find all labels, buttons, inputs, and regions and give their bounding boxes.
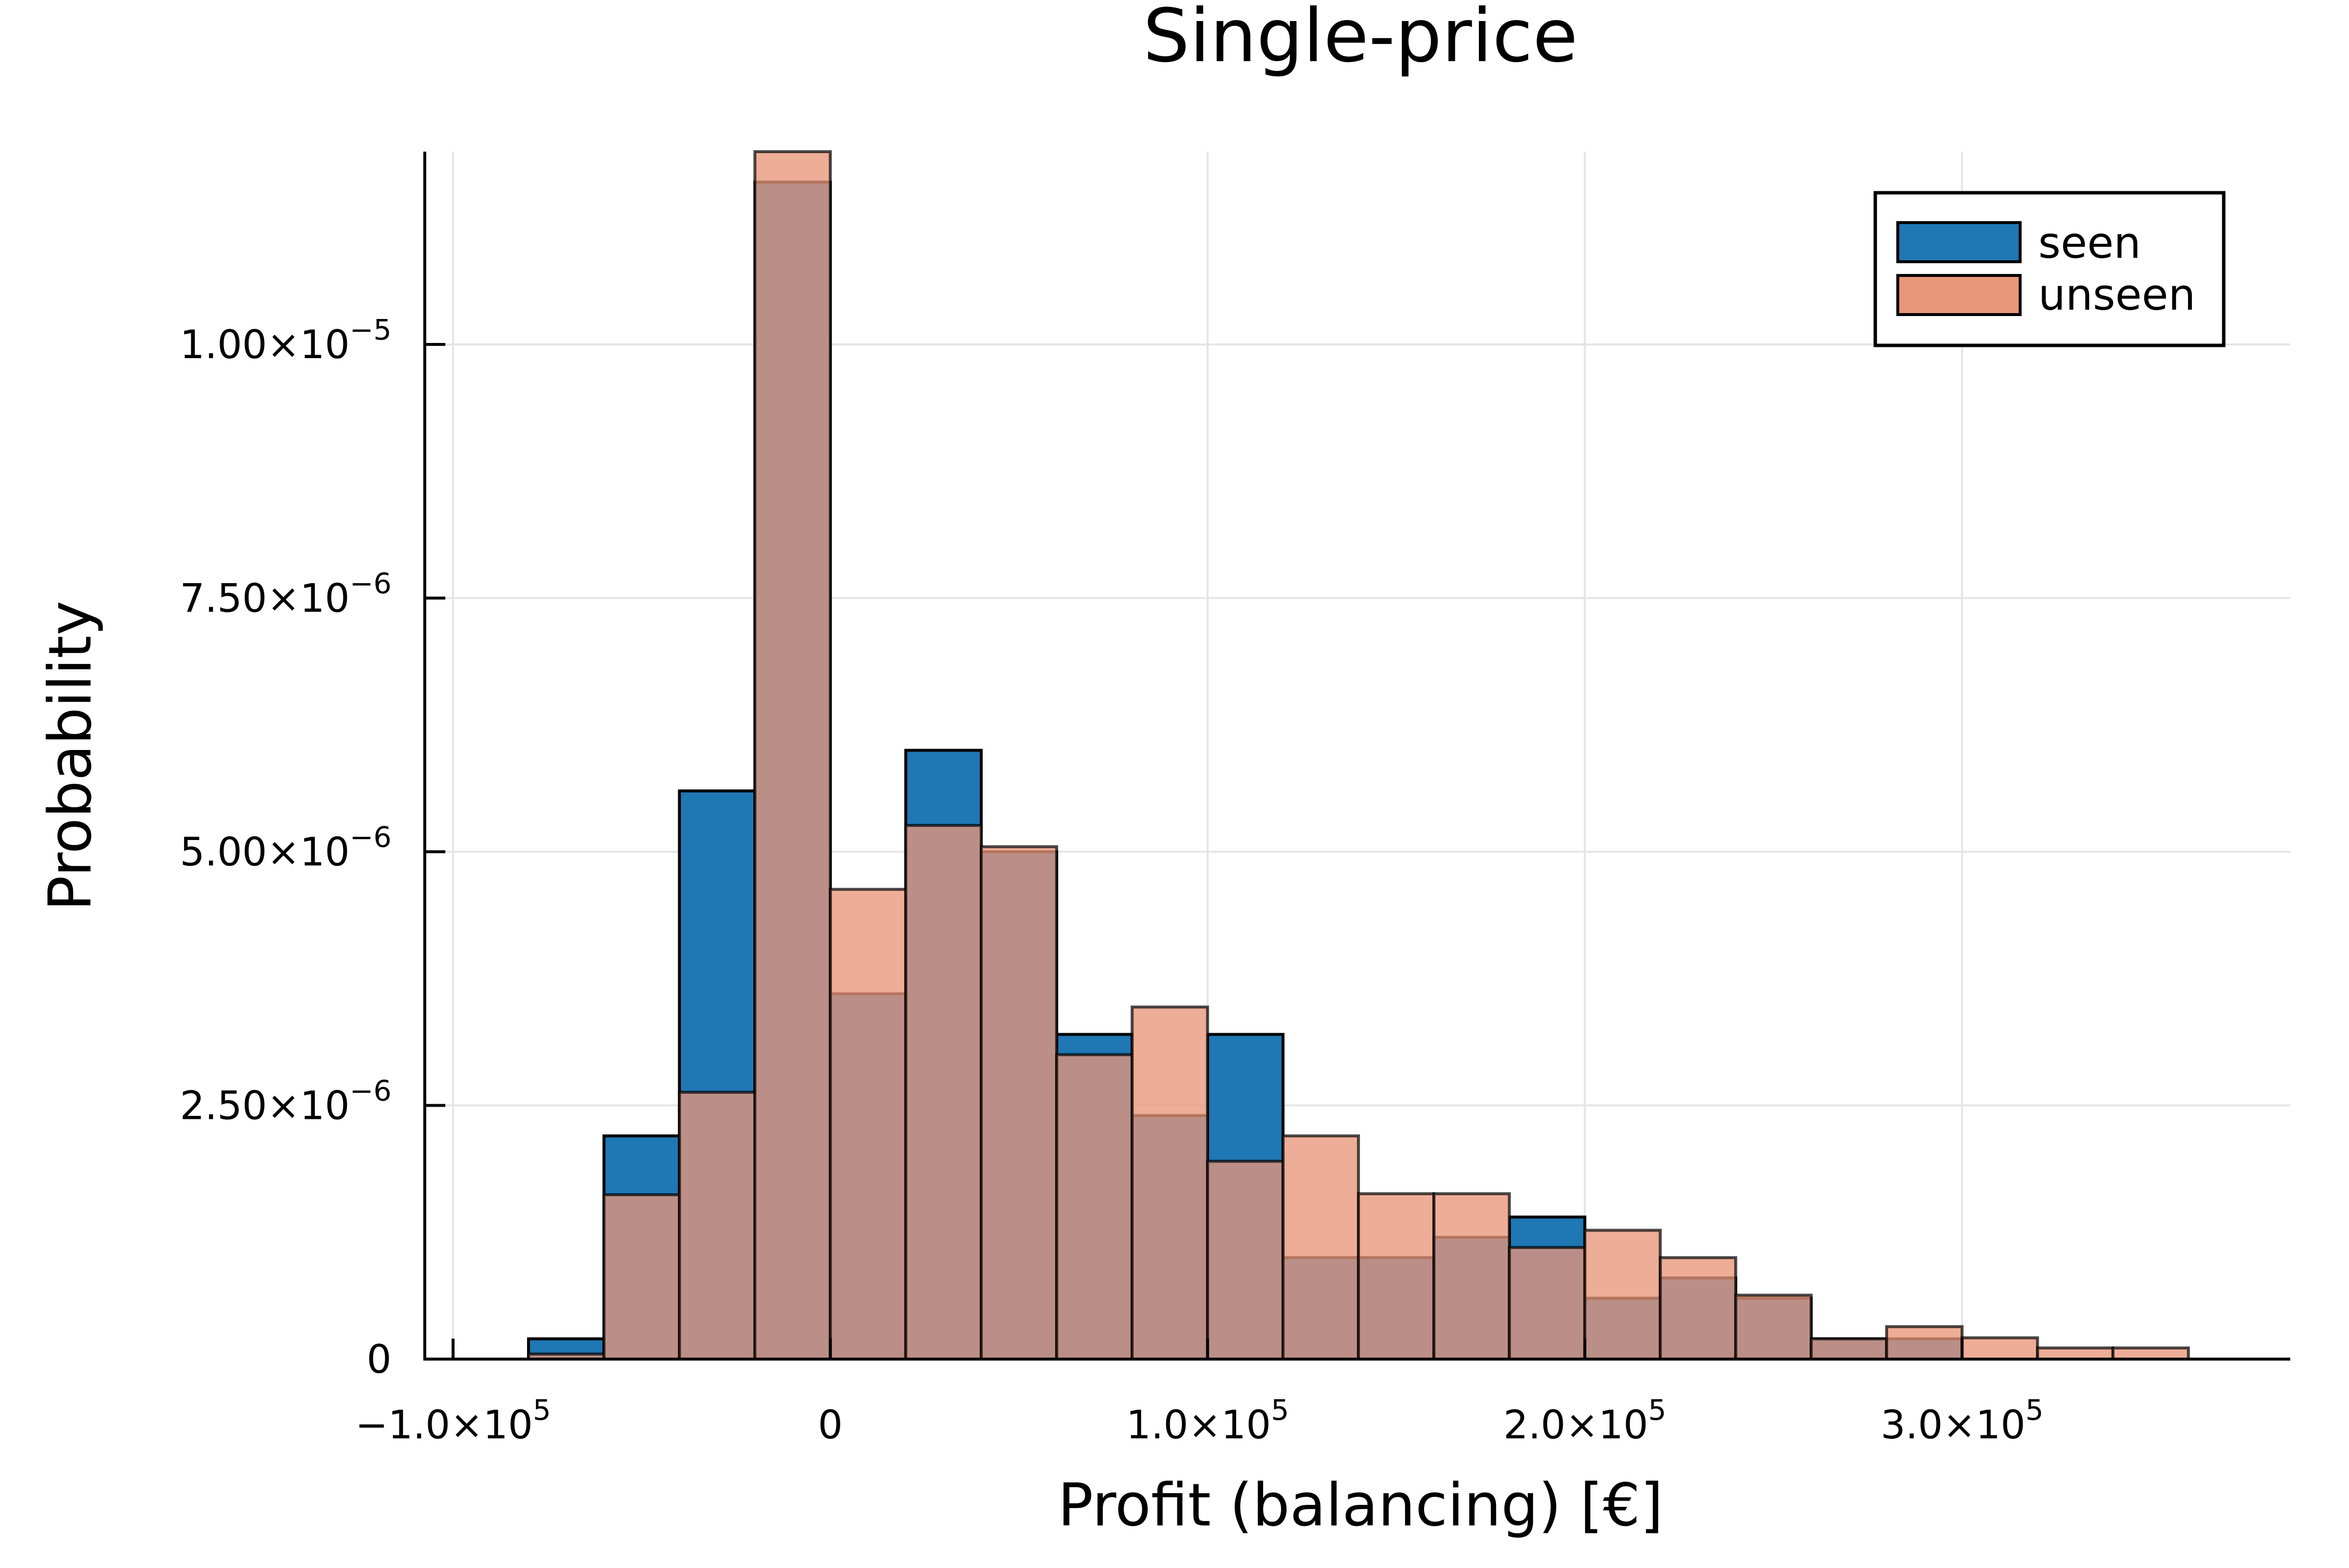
bar-unseen-20: [2036, 1346, 2115, 1361]
y-tick-label-3: 7.50×10−6: [180, 567, 392, 621]
x-tick-label-3: 2.0×105: [1503, 1393, 1666, 1448]
axes: [423, 152, 2290, 1361]
bar-unseen-8: [1130, 1005, 1209, 1361]
bar-unseen-9: [1206, 1159, 1285, 1361]
legend-swatch-unseen: [1896, 274, 2022, 316]
y-axis-label: Probability: [37, 601, 105, 911]
x-tick-label-4: 3.0×105: [1881, 1393, 2044, 1448]
bar-unseen-4: [829, 887, 907, 1361]
bar-unseen-13: [1508, 1246, 1587, 1361]
bar-unseen-7: [1055, 1053, 1134, 1361]
bar-unseen-1: [602, 1193, 681, 1361]
bar-unseen-21: [2111, 1346, 2190, 1361]
x-tick-label-1: 0: [818, 1402, 843, 1448]
bar-unseen-5: [904, 824, 983, 1361]
legend: seen unseen: [1873, 191, 2226, 347]
x-tick-label-0: −1.0×105: [355, 1393, 551, 1448]
bar-unseen-2: [678, 1091, 757, 1361]
bar-unseen-6: [980, 845, 1059, 1361]
bars: [527, 150, 2190, 1361]
bar-unseen-11: [1357, 1192, 1436, 1361]
legend-swatch-seen: [1896, 221, 2022, 263]
y-tick-label-4: 1.00×10−5: [180, 313, 392, 367]
bar-unseen-14: [1583, 1228, 1662, 1361]
y-tick-label-1: 2.50×10−6: [180, 1074, 392, 1129]
bar-unseen-19: [1960, 1336, 2039, 1361]
y-tick-label-0: 0: [367, 1337, 392, 1382]
tick-labels: −1.0×105 0 1.0×105 2.0×105 3.0×105 0 2.50×10−6…: [180, 313, 2044, 1448]
bar-unseen-18: [1885, 1325, 1964, 1361]
bar-unseen-3: [753, 150, 832, 1361]
y-tick-label-2: 5.00×10−6: [180, 820, 392, 875]
bar-unseen-15: [1658, 1256, 1737, 1361]
bar-unseen-16: [1734, 1294, 1813, 1361]
chart-title: Single-price: [1143, 0, 1578, 79]
bar-unseen-17: [1809, 1337, 1888, 1361]
bar-unseen-12: [1432, 1192, 1511, 1361]
legend-label-seen: seen: [2038, 218, 2141, 268]
legend-label-unseen: unseen: [2038, 270, 2195, 320]
legend-box: [1873, 191, 2226, 347]
bar-unseen-10: [1281, 1134, 1360, 1361]
x-axis-label: Profit (balancing) [€]: [1058, 1472, 1663, 1540]
x-tick-label-2: 1.0×105: [1126, 1393, 1289, 1448]
